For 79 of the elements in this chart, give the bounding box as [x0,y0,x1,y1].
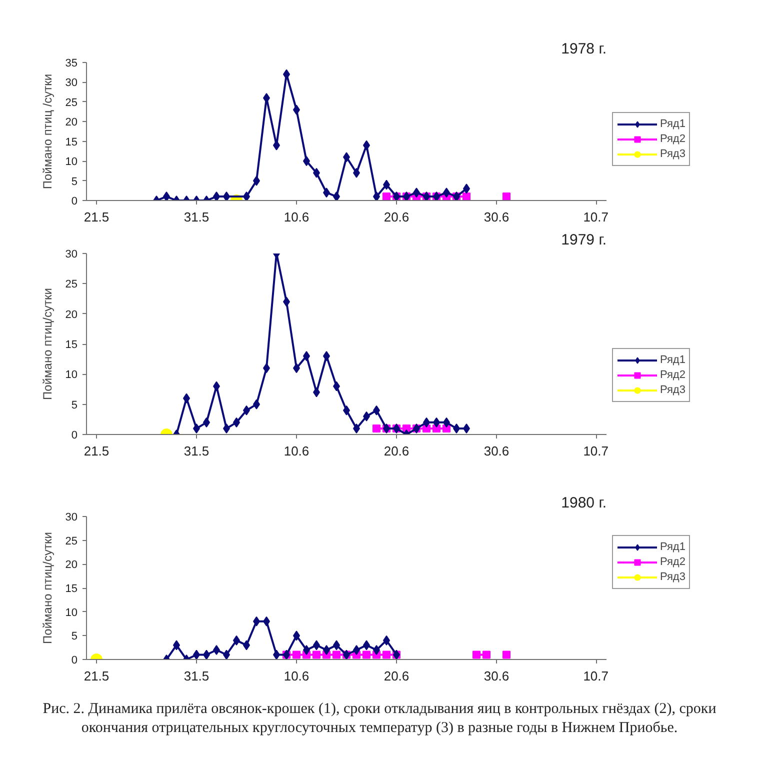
point [462,192,470,200]
y-tick-label: 10 [65,156,78,168]
x-tick-label: 31.5 [184,668,210,684]
x-tick-label: 20.6 [384,668,410,684]
legend-label: Ряд1 [660,540,686,554]
x-tick-label: 10.7 [583,668,609,684]
point [243,192,250,200]
y-tick-label: 30 [65,512,78,524]
y-tick-label: 5 [71,176,78,188]
x-tick-label: 30.6 [484,210,510,224]
y-axis-title: Поймано птиц /сутки [40,74,54,190]
y-tick-label: 0 [71,654,78,666]
legend-label: Ряд3 [660,570,686,584]
point [312,650,320,659]
point [193,650,200,660]
y-tick-label: 5 [71,399,78,412]
point [163,192,170,200]
y-axis-title: Поймано птиц/сутки [40,288,54,400]
legend-label: Ряд2 [660,555,686,569]
y-tick-label: 15 [65,339,78,351]
point [273,650,280,660]
point [472,650,480,659]
point [213,192,220,200]
text: Рис. 2. Динамика прилёта овсянок-крошек (1), сроки откладывания яиц в контрольных гнёздах (2), сроки окончания отрицательных круглосуточных температур (3) в разные годы в Нижнем Приобье. [42,700,718,738]
x-tick-label: 30.6 [484,668,510,684]
point [333,192,340,200]
point [502,192,510,200]
y-tick-label: 20 [65,308,78,321]
y-tick-label: 30 [65,77,78,90]
point [332,650,340,659]
y-tick-label: 10 [65,606,78,619]
point [292,650,300,659]
point [502,650,510,659]
y-tick-label: 20 [65,116,78,129]
y-tick-label: 30 [65,248,78,260]
point [382,650,390,659]
point [432,424,440,432]
y-tick-label: 0 [71,196,78,208]
chart-title: 1980 г. [561,494,607,512]
point [223,650,230,660]
y-tick-label: 10 [65,369,78,382]
y-tick-label: 20 [65,559,78,572]
x-tick-label: 20.6 [384,210,410,224]
chart-title: 1978 г. [561,40,607,58]
point [382,192,390,200]
point [203,650,210,660]
x-tick-label: 10.6 [284,668,310,684]
x-tick-label: 31.5 [184,444,210,458]
y-tick-label: 25 [65,96,78,109]
y-tick-label: 0 [71,430,78,442]
x-tick-label: 30.6 [484,444,510,458]
x-tick-label: 10.6 [284,444,310,458]
legend-label: Ряд3 [660,147,686,161]
legend-label: Ряд3 [660,383,686,397]
x-tick-label: 20.6 [384,444,410,458]
x-tick-label: 21.5 [84,210,110,224]
legend-label: Ряд1 [660,117,686,131]
legend-label: Ряд1 [660,353,686,367]
legend-label: Ряд2 [660,132,686,146]
x-tick-label: 21.5 [84,444,110,458]
x-tick-label: 10.6 [284,210,310,224]
point [372,424,380,432]
legend-label: Ряд2 [660,368,686,382]
x-tick-label: 10.7 [583,210,609,224]
point [223,192,230,200]
y-tick-label: 15 [65,583,78,595]
y-tick-label: 35 [65,58,78,70]
x-tick-label: 21.5 [84,668,110,684]
point [362,650,370,659]
x-tick-label: 10.7 [583,444,609,458]
x-tick-label: 31.5 [184,210,210,224]
chart-title: 1979 г. [561,232,607,248]
y-axis-title: Поймано птиц/сутки [40,532,54,644]
y-tick-label: 25 [65,535,78,548]
point [482,650,490,659]
y-tick-label: 5 [71,630,78,643]
y-tick-label: 25 [65,278,78,291]
point [373,192,380,200]
y-tick-label: 15 [65,136,78,148]
